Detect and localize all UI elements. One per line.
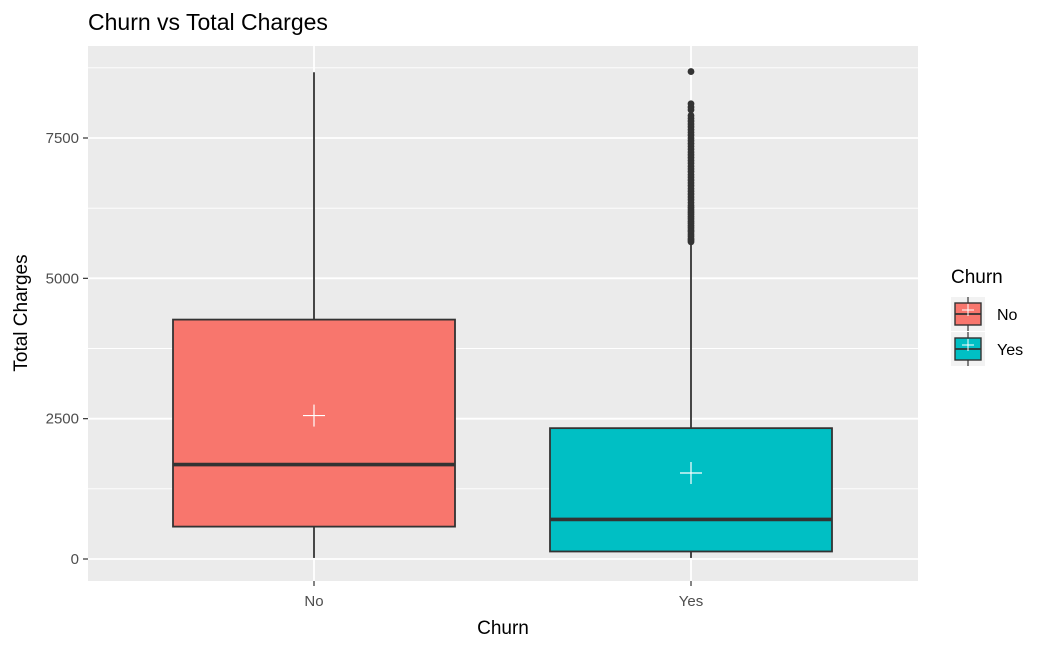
legend: Churn No Yes <box>951 267 1023 366</box>
x-axis-title: Churn <box>477 618 529 639</box>
y-tick-label: 5000 <box>46 270 79 287</box>
x-tick-label: No <box>304 593 323 610</box>
box-body <box>549 427 833 553</box>
legend-label: No <box>997 307 1018 324</box>
boxes <box>172 68 833 558</box>
y-tick-label: 7500 <box>46 130 79 147</box>
y-tick-label: 2500 <box>46 411 79 428</box>
chart-title: Churn vs Total Charges <box>88 9 328 35</box>
box-yes <box>549 68 833 558</box>
box-no <box>172 72 456 558</box>
legend-title: Churn <box>951 267 1003 288</box>
legend-entry-no: No <box>951 297 1018 331</box>
outlier-point <box>687 112 695 119</box>
legend-entry-yes: Yes <box>951 332 1023 366</box>
legend-label: Yes <box>997 342 1023 359</box>
x-axis: No Yes <box>304 581 703 610</box>
outlier-point <box>687 100 695 108</box>
y-axis-title: Total Charges <box>11 254 32 371</box>
y-axis: 0 2500 5000 7500 <box>46 130 88 568</box>
x-tick-label: Yes <box>679 593 703 610</box>
outlier-point <box>687 68 695 75</box>
y-tick-label: 0 <box>71 551 79 568</box>
